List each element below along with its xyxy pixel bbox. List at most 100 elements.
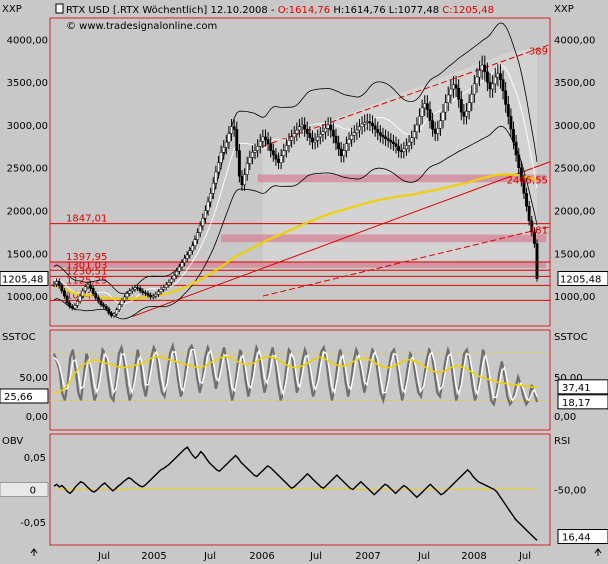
candle-body: [512, 128, 515, 143]
candle-body: [506, 104, 510, 117]
header-chart-icon: [55, 3, 64, 14]
stoch-tick-right-50: 50,00: [554, 373, 583, 384]
candle-body: [376, 128, 380, 133]
candle-body: [214, 171, 218, 184]
rsi-value-box: [557, 529, 608, 545]
scroll-arrow-left: [30, 548, 38, 556]
candle-body: [444, 102, 448, 113]
candle-body: [274, 154, 278, 160]
candle-body: [527, 205, 531, 222]
candle-body: [230, 126, 233, 134]
candle-body: [509, 116, 513, 130]
candle-body: [391, 141, 395, 145]
candle-body: [342, 150, 346, 156]
stoch-title-left: SSTOC: [2, 332, 36, 343]
right-level-label-3: 181: [529, 225, 548, 236]
candle-body: [428, 109, 432, 121]
header-part: H:1614,76: [333, 5, 385, 16]
candle-body: [360, 123, 364, 127]
candle-body: [115, 309, 119, 315]
trendline-lower-dashed: [262, 226, 551, 297]
candle-body: [232, 126, 236, 130]
candle-body: [457, 87, 461, 100]
candle-body: [203, 210, 207, 219]
candle-body: [250, 152, 254, 158]
candle-body: [143, 292, 147, 294]
candle-body: [112, 313, 116, 316]
sma-yellow-line: [53, 173, 538, 301]
candle-body: [109, 312, 113, 316]
candle-body: [438, 120, 442, 129]
candle-body: [480, 64, 484, 71]
candle-body: [475, 76, 479, 85]
stoch-left-value: 25,66: [4, 392, 33, 403]
candle-body: [83, 286, 87, 292]
candle-body: [517, 154, 521, 168]
candle-body: [324, 128, 327, 133]
candle-body: [243, 174, 247, 186]
candle-body: [358, 126, 361, 131]
candle-body: [117, 304, 121, 310]
stoch-tick-right-0: 0,00: [554, 412, 576, 423]
candle-body: [519, 167, 523, 181]
candle-body: [339, 148, 343, 156]
candle-body: [235, 128, 239, 151]
x-tick-label: Jul: [309, 551, 322, 562]
candle-body: [245, 163, 249, 175]
y-tick-right: 3500,00: [554, 78, 595, 89]
candle-body: [446, 94, 450, 103]
rsi-value: 16,44: [562, 533, 591, 544]
stoch-signal-line: [54, 355, 537, 394]
obv-zero-box: [0, 482, 49, 497]
y-tick-right: 2000,00: [554, 207, 595, 218]
candle-body: [253, 150, 257, 153]
candle-body: [384, 136, 388, 139]
candle-body: [496, 73, 500, 78]
candle-body: [303, 124, 307, 130]
candle-body: [120, 300, 124, 305]
candle-body: [164, 284, 168, 288]
candle-body: [305, 128, 309, 134]
candle-body: [397, 146, 401, 151]
y-tick-left: 2000,00: [7, 207, 48, 218]
candle-body: [491, 83, 495, 90]
x-tick-label: Jul: [97, 551, 110, 562]
candle-body: [415, 124, 419, 133]
candle-body: [133, 287, 137, 290]
candle-body: [138, 288, 142, 292]
candle-body: [412, 131, 416, 139]
y-tick-right: 1000,00: [554, 292, 595, 303]
candle-body: [514, 141, 518, 156]
candle-body: [198, 225, 202, 233]
header-part: RTX USD [.RTX Wöchentlich] 12.10.2008 -: [66, 5, 278, 16]
candle-body: [498, 73, 502, 80]
candle-body: [292, 133, 296, 138]
candle-body: [193, 239, 197, 246]
candle-body: [363, 122, 367, 125]
candle-body: [449, 88, 453, 96]
candle-body: [352, 132, 356, 136]
stoch-right-value-2: 18,17: [562, 398, 591, 409]
candle-body: [258, 140, 262, 147]
header-title: RTX USD [.RTX Wöchentlich] 12.10.2008 - …: [66, 5, 494, 16]
right-axis-label: XXP: [554, 4, 574, 15]
candle-body: [146, 293, 150, 296]
candle-body: [224, 141, 228, 148]
candle-body: [151, 295, 155, 298]
candle-body: [329, 124, 333, 131]
stoch-left-box: [0, 388, 49, 404]
x-tick-label: 2006: [249, 551, 274, 562]
candle-body: [337, 142, 341, 150]
candle-body: [504, 90, 508, 105]
y-tick-left: 4000,00: [7, 35, 48, 46]
candle-body: [420, 107, 424, 117]
candle-body: [297, 126, 301, 131]
header-part: L:1077,48: [389, 5, 439, 16]
candle-body: [373, 125, 377, 130]
candle-body: [347, 139, 351, 145]
y-tick-right: 1500,00: [554, 249, 595, 260]
candle-body: [209, 193, 213, 203]
candles: [52, 55, 539, 318]
candle-body: [261, 136, 265, 142]
